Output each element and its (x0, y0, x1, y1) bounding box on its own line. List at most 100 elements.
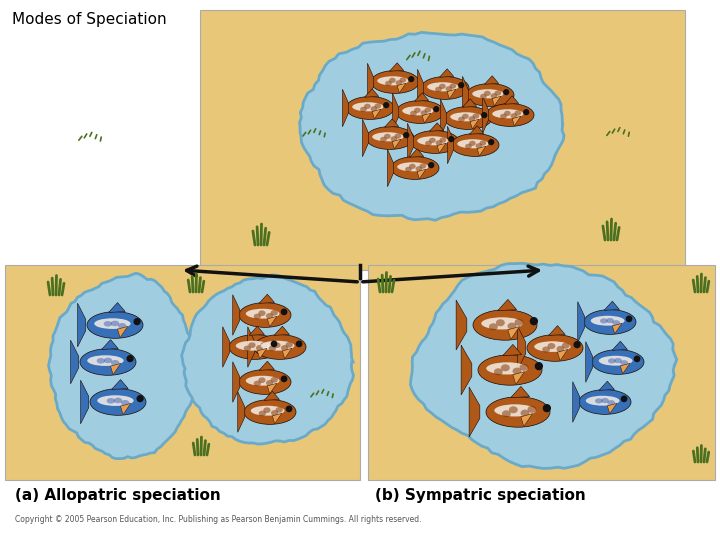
Polygon shape (102, 340, 118, 349)
Bar (5, 265, 360, 480)
Ellipse shape (243, 346, 251, 352)
Polygon shape (264, 391, 279, 400)
Polygon shape (470, 119, 479, 129)
Ellipse shape (364, 104, 371, 109)
Polygon shape (572, 382, 580, 422)
Circle shape (428, 162, 434, 168)
Ellipse shape (374, 103, 381, 109)
Polygon shape (447, 89, 456, 99)
Ellipse shape (481, 318, 523, 329)
Ellipse shape (371, 71, 419, 93)
Circle shape (573, 341, 581, 348)
Polygon shape (238, 392, 245, 433)
Circle shape (127, 355, 134, 362)
Ellipse shape (520, 364, 528, 371)
Ellipse shape (352, 102, 384, 111)
Ellipse shape (504, 111, 510, 116)
Polygon shape (272, 413, 282, 424)
Polygon shape (257, 348, 267, 359)
Circle shape (448, 136, 454, 142)
Polygon shape (549, 326, 565, 335)
Ellipse shape (421, 77, 469, 99)
Polygon shape (81, 380, 89, 424)
Circle shape (281, 308, 287, 315)
Ellipse shape (389, 78, 396, 83)
Ellipse shape (478, 355, 542, 385)
Polygon shape (112, 380, 128, 389)
Text: (a) Allopatric speciation: (a) Allopatric speciation (15, 488, 221, 503)
Ellipse shape (521, 410, 529, 417)
Ellipse shape (579, 390, 631, 414)
Ellipse shape (371, 106, 377, 111)
Polygon shape (503, 345, 521, 356)
Polygon shape (274, 326, 289, 335)
Ellipse shape (384, 134, 391, 139)
Polygon shape (267, 316, 276, 327)
Ellipse shape (484, 91, 491, 96)
Polygon shape (482, 96, 489, 134)
Ellipse shape (586, 396, 619, 406)
Ellipse shape (472, 89, 503, 98)
Ellipse shape (80, 349, 136, 375)
Ellipse shape (271, 377, 278, 383)
Circle shape (403, 132, 410, 138)
Bar (200, 10, 685, 270)
Ellipse shape (266, 313, 274, 319)
Ellipse shape (496, 319, 505, 326)
Ellipse shape (444, 106, 492, 130)
Circle shape (621, 395, 627, 402)
Ellipse shape (235, 341, 269, 350)
Ellipse shape (380, 137, 387, 142)
Ellipse shape (508, 322, 516, 329)
Ellipse shape (513, 368, 521, 375)
Ellipse shape (395, 80, 402, 85)
Polygon shape (508, 327, 520, 340)
Circle shape (286, 406, 292, 412)
Ellipse shape (281, 345, 288, 351)
Ellipse shape (253, 314, 261, 319)
Ellipse shape (121, 400, 130, 406)
Ellipse shape (599, 356, 633, 366)
Polygon shape (621, 363, 630, 374)
Circle shape (271, 341, 277, 347)
Ellipse shape (271, 310, 278, 316)
Polygon shape (248, 327, 255, 367)
Ellipse shape (400, 77, 406, 83)
Polygon shape (397, 83, 406, 93)
Ellipse shape (600, 318, 608, 323)
Polygon shape (462, 76, 469, 114)
Ellipse shape (409, 164, 415, 169)
Polygon shape (439, 69, 454, 77)
Polygon shape (492, 96, 501, 106)
Ellipse shape (466, 84, 514, 106)
Ellipse shape (557, 346, 564, 352)
Polygon shape (418, 69, 423, 107)
Ellipse shape (614, 358, 622, 363)
Polygon shape (267, 383, 276, 394)
Ellipse shape (486, 104, 534, 126)
Polygon shape (372, 109, 381, 119)
Ellipse shape (429, 138, 436, 143)
Ellipse shape (501, 364, 510, 372)
Ellipse shape (239, 370, 291, 394)
Circle shape (296, 341, 302, 347)
Ellipse shape (473, 310, 537, 340)
Ellipse shape (229, 335, 281, 359)
Ellipse shape (439, 84, 446, 89)
Ellipse shape (515, 110, 521, 116)
Ellipse shape (439, 137, 446, 143)
Polygon shape (521, 414, 533, 427)
Polygon shape (367, 63, 374, 101)
Ellipse shape (396, 100, 444, 124)
Ellipse shape (346, 97, 394, 119)
Polygon shape (599, 381, 614, 390)
Ellipse shape (462, 114, 469, 119)
Ellipse shape (405, 167, 412, 172)
Ellipse shape (391, 157, 439, 179)
Ellipse shape (264, 407, 271, 413)
Ellipse shape (114, 397, 122, 403)
Polygon shape (557, 349, 568, 361)
Circle shape (626, 315, 632, 322)
Ellipse shape (97, 395, 134, 406)
Ellipse shape (366, 126, 414, 150)
